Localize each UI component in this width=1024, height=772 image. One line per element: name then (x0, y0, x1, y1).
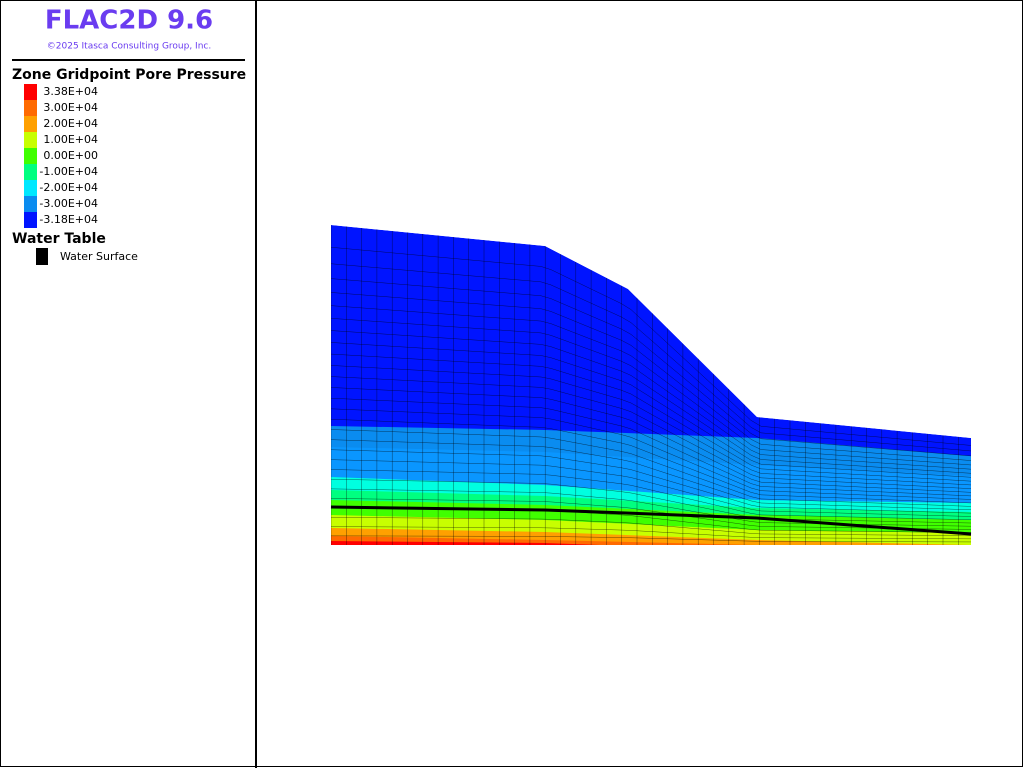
legend-swatch (24, 212, 37, 228)
mesh-line (331, 263, 971, 452)
mesh-line (331, 387, 971, 493)
mesh-line (331, 353, 971, 482)
copyright: ©2025 Itasca Consulting Group, Inc. (47, 42, 211, 52)
app-title: FLAC2D 9.6 (45, 6, 213, 36)
mesh-line (331, 478, 971, 524)
legend-swatch (24, 164, 37, 180)
legend-label: 1.00E+04 (43, 133, 98, 146)
legend-swatch (24, 196, 37, 212)
mesh-line (331, 439, 971, 511)
mesh-line (331, 318, 971, 470)
legend-swatch (24, 84, 37, 100)
mesh-line (331, 342, 971, 478)
legend-swatch (24, 180, 37, 196)
band (331, 541, 600, 545)
water-table-title: Water Table (12, 231, 106, 247)
legend-title: Zone Gridpoint Pore Pressure (12, 67, 246, 83)
mesh-line (331, 535, 971, 543)
mesh-line (331, 292, 971, 461)
contour-plot (331, 225, 971, 545)
mesh-line (331, 330, 971, 474)
mesh-line (331, 376, 971, 489)
water-surface-label: Water Surface (60, 250, 138, 263)
legend-label: 2.00E+04 (43, 117, 98, 130)
legend-label: -3.00E+04 (39, 197, 98, 210)
mesh-line (331, 459, 971, 517)
legend-swatch (24, 100, 37, 116)
mesh-line (331, 449, 971, 514)
mesh-line (331, 408, 971, 500)
mesh-line (331, 488, 971, 527)
legend-label: -2.00E+04 (39, 181, 98, 194)
mesh-line (331, 278, 971, 457)
mesh-line (331, 429, 971, 507)
water-swatch (36, 248, 48, 265)
legend-swatch (24, 148, 37, 164)
legend: 3.38E+04 3.00E+04 2.00E+04 1.00E+04 0.00E+00… (24, 84, 98, 228)
mesh-line (331, 247, 971, 446)
mesh-line (331, 498, 971, 530)
legend-label: -1.00E+04 (39, 165, 98, 178)
legend-label: 3.00E+04 (43, 101, 98, 114)
legend-label: -3.18E+04 (39, 213, 98, 226)
water-table-line (330, 505, 972, 536)
mesh-line (331, 418, 971, 504)
mesh-line (331, 305, 971, 466)
mesh-line (331, 469, 971, 520)
mesh-line (331, 517, 971, 536)
mesh-line (331, 526, 971, 540)
legend-swatch (24, 116, 37, 132)
legend-label: 0.00E+00 (43, 149, 98, 162)
mesh-line (331, 365, 971, 486)
legend-label: 3.38E+04 (43, 85, 98, 98)
mesh-line (331, 397, 971, 497)
legend-swatch (24, 132, 37, 148)
